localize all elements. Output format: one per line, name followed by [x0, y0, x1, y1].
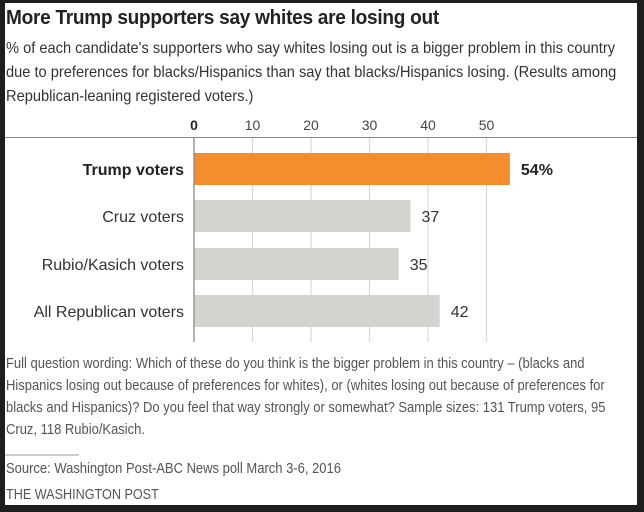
value-label: 42 — [451, 304, 469, 321]
x-tick-label: 10 — [245, 117, 261, 133]
x-tick-label: 0 — [190, 117, 198, 133]
bar-all-republican-voters — [194, 295, 440, 327]
bar-trump-voters — [194, 153, 510, 185]
category-label: All Republican voters — [34, 304, 184, 321]
source-divider — [5, 454, 79, 456]
question-wording-note: Full question wording: Which of these do… — [6, 356, 606, 438]
x-tick-label: 30 — [362, 117, 378, 133]
value-labels: 54% 37 35 42 — [410, 162, 553, 321]
category-label: Rubio/Kasich voters — [42, 257, 184, 274]
publisher-credit: THE WASHINGTON POST — [6, 487, 159, 503]
source-text: Source: Washington Post-ABC News poll Ma… — [6, 461, 341, 477]
category-label: Trump voters — [83, 162, 184, 179]
bar-rubio-kasich-voters — [194, 248, 399, 280]
chart-card: More Trump supporters say whites are los… — [5, 3, 637, 505]
bars — [194, 153, 510, 327]
value-label: 37 — [421, 209, 439, 226]
chart-subtitle: % of each candidate's supporters who say… — [6, 40, 617, 105]
axis-top-line — [5, 137, 637, 138]
x-tick-label: 20 — [303, 117, 319, 133]
category-labels: Trump voters Cruz voters Rubio/Kasich vote… — [34, 162, 184, 321]
value-label: 54% — [521, 162, 553, 179]
value-label: 35 — [410, 257, 428, 274]
bar-chart: 0 10 20 30 40 50 Trump voters Cruz voters Rubio… — [34, 117, 553, 342]
x-tick-label: 50 — [479, 117, 495, 133]
chart-title: More Trump supporters say whites are los… — [6, 6, 439, 29]
x-axis-ticks: 0 10 20 30 40 50 — [190, 117, 494, 133]
x-tick-label: 40 — [420, 117, 436, 133]
category-label: Cruz voters — [102, 209, 184, 226]
bar-cruz-voters — [194, 200, 411, 232]
